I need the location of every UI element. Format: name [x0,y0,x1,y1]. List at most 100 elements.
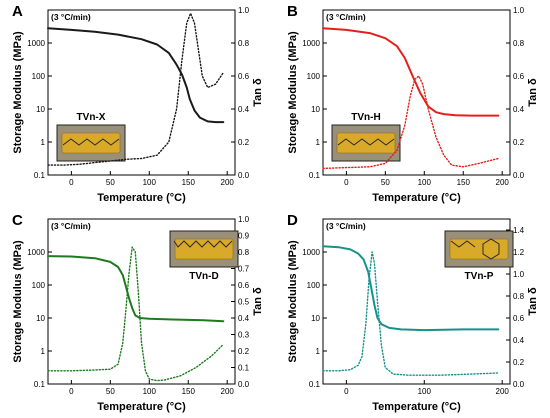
heating-rate-label: (3 °C/min) [326,12,366,22]
y2-tick-label: 0.0 [513,380,525,389]
heating-rate-label: (3 °C/min) [51,221,91,231]
y-tick-label: 1 [316,347,321,356]
y2-tick-label: 0.9 [238,232,250,241]
y2-tick-label: 0.2 [513,358,525,367]
y2-tick-label: 0.4 [513,105,525,114]
chemical-structure-icon [337,138,395,146]
chart-c: C (3 °C/min) 0 50 100 150 200 0.1 1 10 100 1000 0.0 0… [12,212,264,413]
storage-modulus-line [322,27,500,117]
x-axis-label: Temperature (°C) [97,401,186,413]
y2-tick-label: 0.8 [238,248,250,257]
x-tick-label: 150 [457,178,471,187]
heating-rate-label: (3 °C/min) [51,12,91,22]
storage-modulus-line [47,255,225,323]
y-tick-label: 100 [32,281,46,290]
chemical-structure-icon [62,138,120,146]
x-tick-label: 0 [69,387,74,396]
chart-a: A (3 °C/min) 0 50 100 150 200 0.1 1 10 100 1000 0.0 0… [12,3,264,204]
y-tick-label: 1000 [302,39,320,48]
y2-tick-label: 0.2 [513,138,525,147]
panel-a: A (3 °C/min) 0 50 100 150 200 0.1 1 10 100 1000 0.0 0… [0,0,275,209]
y2-tick-label: 0.7 [238,265,250,274]
x-tick-label: 200 [496,178,510,187]
sample-label: TVn-D [189,271,218,282]
x-axis-label: Temperature (°C) [97,192,186,204]
x-tick-label: 100 [418,178,432,187]
x-tick-label: 200 [221,387,235,396]
sample-label: TVn-P [465,271,494,282]
y2-tick-label: 0.6 [513,72,525,81]
heating-rate-label: (3 °C/min) [326,221,366,231]
chemical-structure-icon [173,240,233,248]
panel-c: C (3 °C/min) 0 50 100 150 200 0.1 1 10 100 1000 0.0 0… [0,209,275,418]
polymer-film [61,132,121,154]
y2-tick-label: 0.4 [238,314,250,323]
y2-tick-label: 1.0 [513,6,525,15]
x-tick-label: 0 [344,387,349,396]
y-tick-label: 100 [32,72,46,81]
y-tick-label: 100 [307,281,321,290]
x-tick-label: 200 [221,178,235,187]
y-tick-label: 100 [307,72,321,81]
y2-tick-label: 0.2 [238,347,250,356]
y-tick-label: 10 [36,105,45,114]
y2-tick-label: 0.4 [513,336,525,345]
y2-tick-label: 0.8 [513,39,525,48]
sample-label: TVn-H [351,112,380,123]
tan-delta-line [47,12,225,166]
plot-frame [47,9,236,176]
x-tick-label: 50 [381,178,390,187]
y2-axis-label: Tan δ [252,78,264,107]
x-tick-label: 200 [496,387,510,396]
panel-letter: B [287,3,298,20]
y2-tick-label: 0.0 [513,171,525,180]
sample-inset [444,230,514,268]
panel-b: B (3 °C/min) 0 50 100 150 200 0.1 1 10 100 1000 0.0 0… [275,0,550,209]
y-tick-label: 1000 [27,39,45,48]
y-axis-label: Storage Modulus (MPa) [12,31,24,154]
tan-delta-line [47,246,225,382]
y2-tick-label: 0.0 [238,171,250,180]
y-tick-label: 1 [316,138,321,147]
y2-tick-label: 1.0 [513,270,525,279]
panel-letter: C [12,212,23,229]
y2-tick-label: 1.4 [513,226,525,235]
y2-tick-label: 0.2 [238,138,250,147]
y2-tick-label: 0.8 [238,39,250,48]
x-axis-label: Temperature (°C) [372,192,461,204]
y2-axis-label: Tan δ [527,287,539,316]
sample-inset [56,124,126,162]
y-tick-label: 10 [36,314,45,323]
y-tick-label: 0.1 [309,171,321,180]
y2-tick-label: 0.8 [513,292,525,301]
storage-modulus-line [47,27,225,124]
x-tick-label: 150 [182,178,196,187]
y-tick-label: 0.1 [34,380,46,389]
y2-tick-label: 0.6 [238,72,250,81]
y-tick-label: 1000 [302,248,320,257]
storage-modulus-line [322,245,500,332]
chemical-structure-icon [450,238,500,260]
y-axis-label: Storage Modulus (MPa) [287,240,299,363]
sample-inset [331,124,401,162]
y-tick-label: 0.1 [309,380,321,389]
y-tick-label: 10 [311,314,320,323]
x-tick-label: 0 [344,178,349,187]
y2-tick-label: 0.1 [238,364,250,373]
panel-letter: A [12,3,23,20]
chart-b: B (3 °C/min) 0 50 100 150 200 0.1 1 10 100 1000 0.0 0… [287,3,539,204]
sample-label: TVn-X [77,112,106,123]
polymer-film [336,132,396,154]
tan-delta-line [322,75,500,170]
x-tick-label: 100 [143,387,157,396]
plot-frame [322,9,511,176]
x-axis-label: Temperature (°C) [372,401,461,413]
y2-tick-label: 1.2 [513,248,525,257]
x-tick-label: 50 [106,178,115,187]
x-tick-label: 50 [106,387,115,396]
y2-tick-label: 0.6 [238,281,250,290]
y-tick-label: 1 [41,138,46,147]
polymer-film [174,238,234,260]
chart-d: D (3 °C/min) 0 100 200 0.1 1 10 100 1000 0.0 0.2 0.4… [287,212,539,413]
x-tick-label: 100 [418,387,432,396]
